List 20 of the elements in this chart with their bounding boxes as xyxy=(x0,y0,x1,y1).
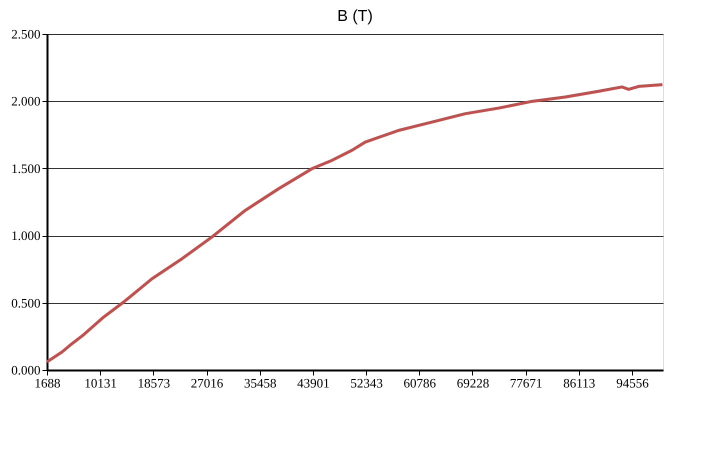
y-tick-label: 1.000 xyxy=(11,228,40,244)
y-tick-label: 2.500 xyxy=(11,26,40,42)
y-tick-label: 0.500 xyxy=(11,295,40,310)
y-tick-label: 2.000 xyxy=(11,94,40,109)
x-tick-label: 1688 xyxy=(34,376,60,390)
x-tick-label: 52343 xyxy=(350,376,383,390)
y-tick-label: 1.500 xyxy=(11,160,40,176)
x-tick-label: 27016 xyxy=(190,376,224,390)
x-tick-label: 35458 xyxy=(244,376,276,390)
x-tick-label: 94556 xyxy=(616,376,650,390)
x-tick-label: 43901 xyxy=(297,376,330,390)
y-tick-label: 0.000 xyxy=(11,362,40,378)
x-tick-label: 10131 xyxy=(84,376,117,390)
x-tick-label: 86113 xyxy=(563,376,596,390)
x-tick-label: 69228 xyxy=(456,376,490,390)
chart-title: B (T) xyxy=(337,8,373,25)
x-tick-label: 18573 xyxy=(138,376,170,390)
x-tick-label: 77671 xyxy=(510,376,542,390)
line-series xyxy=(46,83,664,364)
x-tick-label: 60786 xyxy=(404,376,437,390)
